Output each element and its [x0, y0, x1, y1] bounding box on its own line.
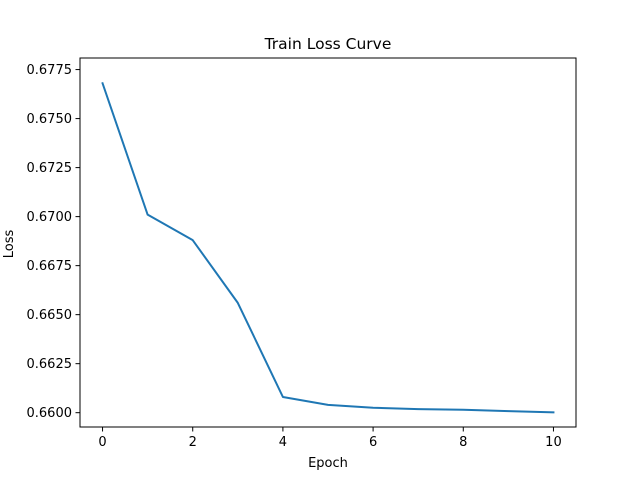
y-tick-label: 0.6625: [27, 357, 73, 372]
plot-area: 0 2 4 6 8 10 0.6600 0.6625 0.6650 0.6675 0.6700 0.6…: [27, 57, 577, 450]
x-tick-label: 10: [545, 435, 562, 450]
y-tick-label: 0.6775: [27, 63, 73, 78]
x-tick-label: 8: [459, 435, 467, 450]
y-tick-label: 0.6750: [27, 112, 73, 127]
series-line-0: [101, 82, 555, 414]
y-axis-label: Loss: [2, 230, 17, 259]
x-tick-label: 4: [279, 435, 287, 450]
y-tick-label: 0.6700: [27, 210, 73, 225]
y-tick-label: 0.6600: [27, 406, 73, 421]
y-tick-label: 0.6725: [27, 161, 73, 176]
y-tick-label: 0.6675: [27, 259, 73, 274]
axes-frame: [79, 57, 577, 428]
y-tick-label: 0.6650: [27, 308, 73, 323]
x-axis-label: Epoch: [308, 456, 348, 471]
x-tick-label: 2: [189, 435, 197, 450]
x-tick-label: 6: [369, 435, 377, 450]
x-tick-label: 0: [98, 435, 106, 450]
chart-title: Train Loss Curve: [264, 35, 392, 53]
